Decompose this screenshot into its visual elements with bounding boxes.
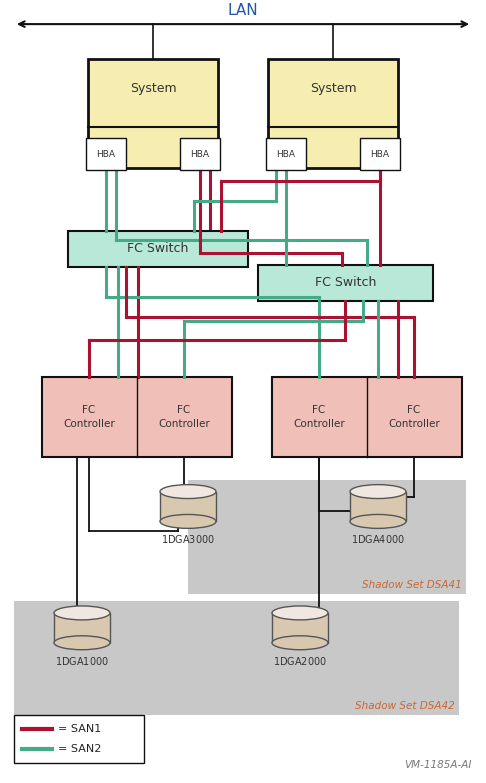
Bar [268, 59, 398, 168]
Ellipse shape [160, 485, 216, 499]
Text: $1$DGA2000: $1$DGA2000 [273, 655, 327, 666]
Ellipse shape [272, 636, 328, 650]
Bar [14, 716, 144, 763]
Bar [360, 139, 400, 171]
Bar [272, 377, 462, 456]
Ellipse shape [272, 606, 328, 620]
Text: = SAN2: = SAN2 [58, 744, 102, 754]
Bar [68, 231, 248, 267]
Text: HBA: HBA [191, 150, 209, 159]
Bar [42, 377, 232, 456]
Text: $1$DGA1000: $1$DGA1000 [55, 655, 109, 666]
Ellipse shape [350, 514, 406, 529]
Text: Shadow Set DSA41: Shadow Set DSA41 [362, 580, 462, 590]
Text: $1$DGA3000: $1$DGA3000 [161, 533, 215, 545]
Text: HBA: HBA [97, 150, 116, 159]
Bar [88, 59, 218, 168]
Bar [14, 601, 459, 716]
Ellipse shape [350, 485, 406, 499]
Text: System: System [130, 82, 176, 96]
Text: VM-1185A-AI: VM-1185A-AI [405, 760, 472, 770]
Polygon shape [160, 492, 216, 521]
Text: FC
Controller: FC Controller [158, 406, 210, 428]
Text: FC Switch: FC Switch [127, 243, 189, 255]
Text: $1$DGA4000: $1$DGA4000 [351, 533, 405, 545]
Text: FC
Controller: FC Controller [388, 406, 440, 428]
Text: FC
Controller: FC Controller [293, 406, 345, 428]
Text: FC
Controller: FC Controller [63, 406, 115, 428]
Text: = SAN1: = SAN1 [58, 724, 101, 734]
Ellipse shape [54, 636, 110, 650]
Text: LAN: LAN [227, 3, 259, 18]
Bar [266, 139, 306, 171]
Polygon shape [272, 613, 328, 643]
Bar [86, 139, 126, 171]
Ellipse shape [54, 606, 110, 620]
Ellipse shape [160, 514, 216, 529]
Text: Shadow Set DSA42: Shadow Set DSA42 [355, 702, 455, 712]
Bar [258, 265, 433, 301]
Bar [180, 139, 220, 171]
Polygon shape [54, 613, 110, 643]
Text: FC Switch: FC Switch [315, 276, 376, 289]
Text: System: System [310, 82, 356, 96]
Text: HBA: HBA [277, 150, 295, 159]
Polygon shape [350, 492, 406, 521]
Bar [188, 480, 466, 594]
Text: HBA: HBA [370, 150, 389, 159]
